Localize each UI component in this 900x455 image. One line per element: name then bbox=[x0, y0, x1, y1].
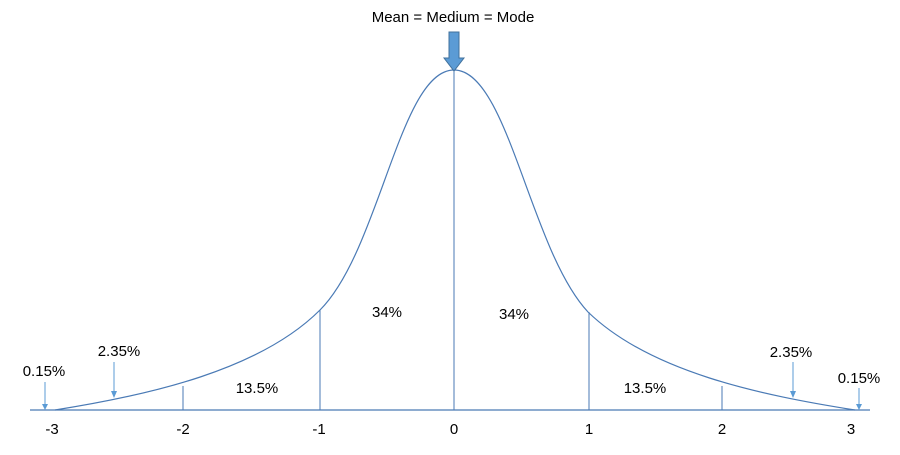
bell-curve bbox=[54, 69, 856, 411]
peak-arrow-icon bbox=[442, 31, 466, 72]
tick-label: 2 bbox=[718, 421, 726, 438]
tick-label: 3 bbox=[847, 421, 855, 438]
label-band-right-inner: 34% bbox=[499, 306, 529, 323]
pointer-arrow-right-tail bbox=[856, 388, 862, 410]
label-band-right-outer: 2.35% bbox=[770, 344, 813, 361]
label-band-left-mid: 13.5% bbox=[236, 380, 279, 397]
tick-label: -3 bbox=[45, 421, 58, 438]
label-band-right-mid: 13.5% bbox=[624, 380, 667, 397]
label-tail-right: 0.15% bbox=[838, 370, 881, 387]
pointer-arrow-right-outer bbox=[790, 362, 796, 398]
pointer-arrow-left-tail bbox=[42, 382, 48, 410]
tick-label: -1 bbox=[312, 421, 325, 438]
label-tail-left: 0.15% bbox=[23, 363, 66, 380]
diagram-title: Mean = Medium = Mode bbox=[372, 9, 535, 26]
pointer-arrow-left-outer bbox=[111, 362, 117, 398]
label-band-left-inner: 34% bbox=[372, 304, 402, 321]
tick-label: 0 bbox=[450, 421, 458, 438]
label-band-left-outer: 2.35% bbox=[98, 343, 141, 360]
tick-label: 1 bbox=[585, 421, 593, 438]
tick-label: -2 bbox=[176, 421, 189, 438]
